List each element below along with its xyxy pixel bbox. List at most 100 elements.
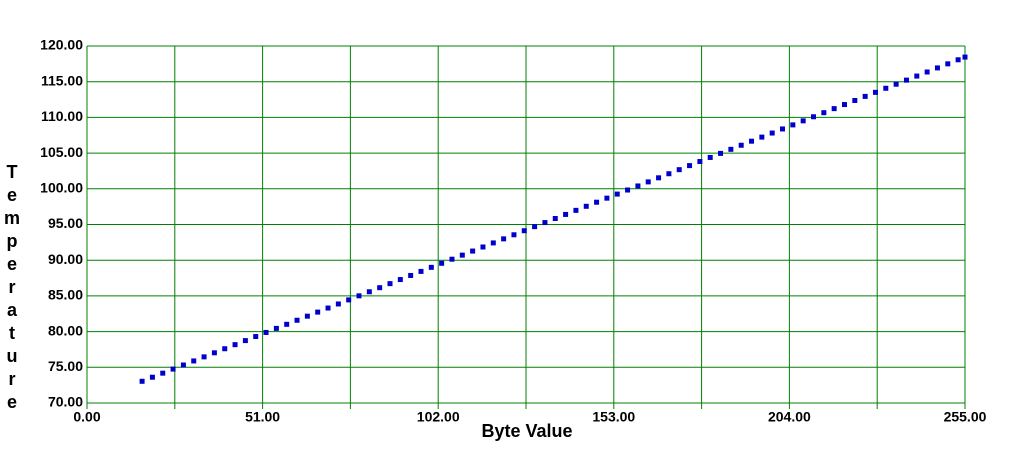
- point: [604, 195, 610, 201]
- point: [263, 329, 269, 335]
- point: [490, 240, 496, 246]
- point: [532, 224, 538, 230]
- point: [790, 122, 796, 128]
- point: [439, 260, 445, 266]
- point: [831, 106, 837, 112]
- point: [377, 285, 383, 291]
- point: [294, 317, 300, 323]
- point: [470, 248, 476, 254]
- x-tick-label: 102.00: [417, 409, 460, 425]
- point: [397, 277, 403, 283]
- point: [325, 305, 331, 311]
- point: [315, 309, 321, 315]
- point: [232, 342, 238, 348]
- point: [242, 338, 248, 344]
- point: [511, 232, 517, 238]
- point: [418, 268, 424, 274]
- point: [676, 167, 682, 173]
- point: [821, 110, 827, 116]
- point: [666, 171, 672, 177]
- point: [862, 93, 868, 99]
- point: [697, 159, 703, 165]
- point: [273, 325, 279, 331]
- point: [346, 297, 352, 303]
- point: [769, 130, 775, 136]
- y-tick-label: 115.00: [41, 72, 83, 88]
- point: [893, 81, 899, 87]
- point: [707, 154, 713, 160]
- point: [552, 216, 558, 222]
- y-axis-title: Temperature: [2, 162, 22, 415]
- point: [625, 187, 631, 193]
- point: [645, 179, 651, 185]
- point: [563, 211, 569, 217]
- y-tick-label: 75.00: [48, 358, 83, 374]
- point: [934, 65, 940, 71]
- point: [759, 134, 765, 140]
- point: [841, 102, 847, 108]
- point: [728, 146, 734, 152]
- y-tick-label: 120.00: [40, 37, 83, 53]
- point: [914, 73, 920, 79]
- point: [945, 61, 951, 67]
- point: [449, 256, 455, 262]
- point: [170, 366, 176, 372]
- point: [428, 264, 434, 270]
- point: [852, 97, 858, 103]
- point: [160, 370, 166, 376]
- y-tick-label: 110.00: [41, 108, 83, 124]
- point: [800, 118, 806, 124]
- point: [687, 163, 693, 169]
- x-tick-label: 51.00: [245, 409, 280, 425]
- point: [180, 362, 186, 368]
- point: [356, 293, 362, 299]
- point: [811, 114, 817, 120]
- point: [366, 289, 372, 295]
- point: [387, 281, 393, 287]
- y-tick-label: 95.00: [48, 215, 83, 231]
- point: [459, 252, 465, 258]
- point: [304, 313, 310, 319]
- point: [883, 85, 889, 91]
- point: [201, 354, 207, 360]
- point: [594, 199, 600, 205]
- y-tick-label: 105.00: [40, 144, 83, 160]
- point: [408, 272, 414, 278]
- point: [191, 358, 197, 364]
- y-tick-label: 70.00: [48, 394, 83, 410]
- point: [284, 321, 290, 327]
- point: [211, 350, 217, 356]
- point: [139, 378, 145, 384]
- point: [480, 244, 486, 250]
- x-tick-label: 204.00: [768, 409, 811, 425]
- y-tick-label: 85.00: [48, 287, 83, 303]
- point: [656, 175, 662, 181]
- point: [635, 183, 641, 189]
- point: [903, 77, 909, 83]
- point: [924, 69, 930, 75]
- point: [962, 54, 968, 60]
- point: [573, 207, 579, 213]
- y-tick-label: 80.00: [48, 322, 83, 338]
- point: [614, 191, 620, 197]
- point: [738, 142, 744, 148]
- point: [149, 374, 155, 380]
- point: [501, 236, 507, 242]
- y-tick-label: 100.00: [40, 180, 83, 196]
- point: [718, 150, 724, 156]
- y-tick-label: 90.00: [48, 251, 83, 267]
- point: [583, 203, 589, 209]
- point: [749, 138, 755, 144]
- point: [542, 220, 548, 226]
- point: [872, 89, 878, 95]
- point: [780, 126, 786, 132]
- point: [335, 301, 341, 307]
- x-tick-label: 255.00: [944, 409, 987, 425]
- x-tick-label: 153.00: [592, 409, 635, 425]
- x-tick-label: 0.00: [73, 409, 100, 425]
- point: [955, 57, 961, 63]
- x-axis-title: Byte Value: [481, 421, 572, 441]
- point: [222, 346, 228, 352]
- point: [521, 228, 527, 234]
